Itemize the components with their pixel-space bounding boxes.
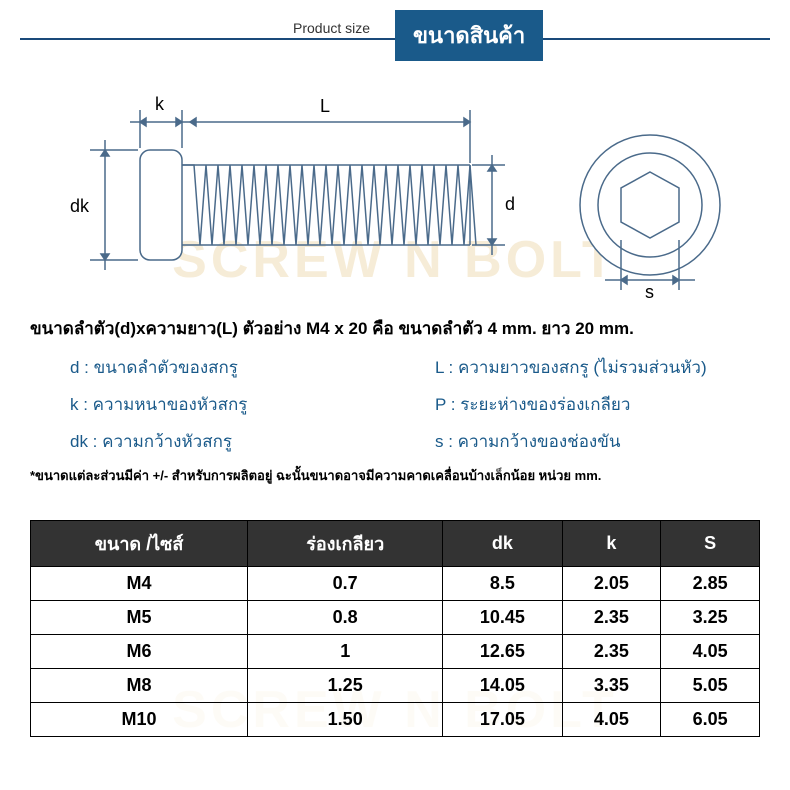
table-header-cell: ขนาด /ไซส์ [31, 521, 248, 567]
table-cell: 3.25 [661, 601, 760, 635]
table-row: M6112.652.354.05 [31, 635, 760, 669]
definition-right: s : ความกว้างของช่องขัน [395, 428, 760, 455]
table-cell: 2.35 [562, 635, 661, 669]
definition-right: L : ความยาวของสกรู (ไม่รวมส่วนหัว) [395, 354, 760, 381]
table-cell: M8 [31, 669, 248, 703]
table-cell: 1.50 [248, 703, 443, 737]
diagram-label-d: d [505, 194, 515, 214]
table-header-cell: S [661, 521, 760, 567]
definition-row: d : ขนาดลำตัวของสกรูL : ความยาวของสกรู (… [30, 354, 760, 381]
product-size-subtitle: Product size [285, 20, 378, 36]
table-header-cell: dk [443, 521, 562, 567]
table-cell: 4.05 [562, 703, 661, 737]
table-row: M40.78.52.052.85 [31, 567, 760, 601]
screw-diagram: k L dk d s [30, 80, 760, 300]
definition-row: dk : ความกว้างหัวสกรูs : ความกว้างของช่อ… [30, 428, 760, 455]
table-cell: 6.05 [661, 703, 760, 737]
table-cell: 0.8 [248, 601, 443, 635]
definition-left: dk : ความกว้างหัวสกรู [30, 428, 395, 455]
diagram-label-dk: dk [70, 196, 90, 216]
table-cell: 2.85 [661, 567, 760, 601]
definition-right: P : ระยะห่างของร่องเกลียว [395, 391, 760, 418]
table-cell: 14.05 [443, 669, 562, 703]
description-footnote: *ขนาดแต่ละส่วนมีค่า +/- สำหรับการผลิตอยู… [30, 465, 760, 486]
table-row: M50.810.452.353.25 [31, 601, 760, 635]
table-cell: M6 [31, 635, 248, 669]
table-row: M81.2514.053.355.05 [31, 669, 760, 703]
header-badge: ขนาดสินค้า [395, 10, 543, 61]
table-row: M101.5017.054.056.05 [31, 703, 760, 737]
table-cell: 1 [248, 635, 443, 669]
description-block: ขนาดลำตัว(d)xความยาว(L) ตัวอย่าง M4 x 20… [30, 315, 760, 486]
table-cell: 4.05 [661, 635, 760, 669]
definition-left: k : ความหนาของหัวสกรู [30, 391, 395, 418]
table-header-cell: ร่องเกลียว [248, 521, 443, 567]
description-title: ขนาดลำตัว(d)xความยาว(L) ตัวอย่าง M4 x 20… [30, 315, 760, 342]
table-cell: 5.05 [661, 669, 760, 703]
table-cell: 2.05 [562, 567, 661, 601]
table-cell: 17.05 [443, 703, 562, 737]
diagram-label-k: k [155, 94, 165, 114]
table-cell: 1.25 [248, 669, 443, 703]
diagram-label-L: L [320, 96, 330, 116]
table-cell: 8.5 [443, 567, 562, 601]
table-cell: M5 [31, 601, 248, 635]
table-header-cell: k [562, 521, 661, 567]
spec-table: ขนาด /ไซส์ร่องเกลียวdkkS M40.78.52.052.8… [30, 520, 760, 737]
table-cell: 0.7 [248, 567, 443, 601]
table-cell: 10.45 [443, 601, 562, 635]
table-cell: 2.35 [562, 601, 661, 635]
table-cell: M10 [31, 703, 248, 737]
definition-row: k : ความหนาของหัวสกรูP : ระยะห่างของร่อง… [30, 391, 760, 418]
table-cell: 12.65 [443, 635, 562, 669]
table-cell: 3.35 [562, 669, 661, 703]
diagram-label-s: s [645, 282, 654, 300]
definition-left: d : ขนาดลำตัวของสกรู [30, 354, 395, 381]
table-cell: M4 [31, 567, 248, 601]
